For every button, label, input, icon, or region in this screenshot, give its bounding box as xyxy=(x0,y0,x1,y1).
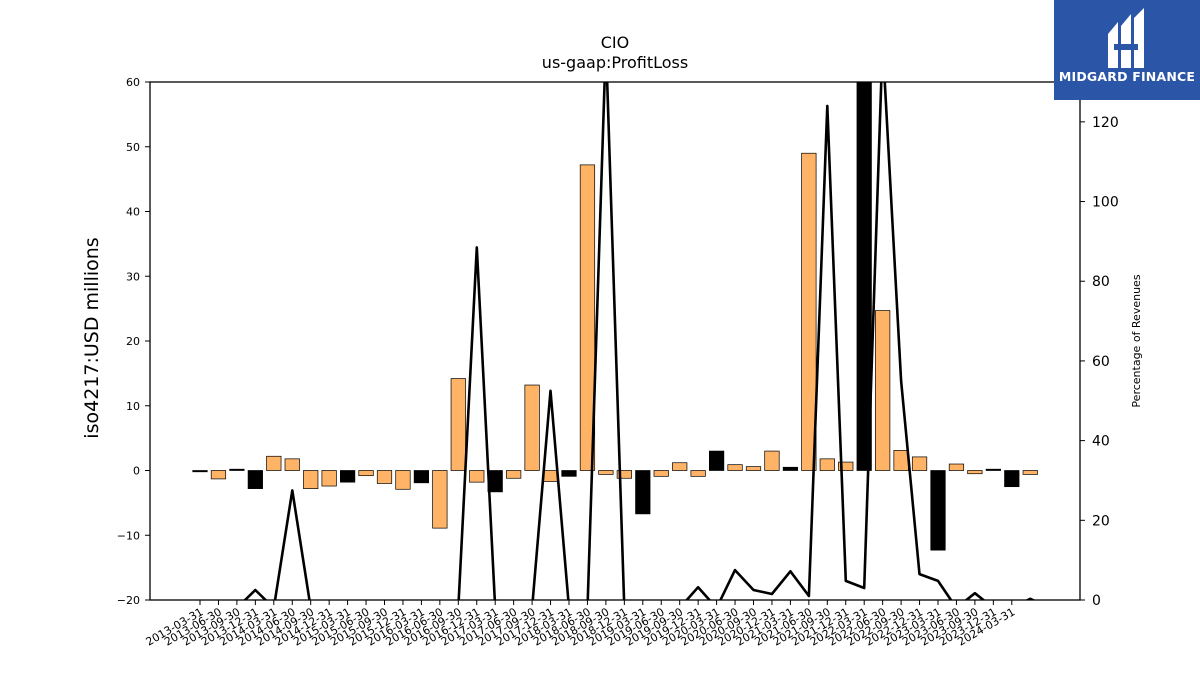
y-tick-label: −20 xyxy=(117,594,140,607)
y-tick-label: 20 xyxy=(126,335,140,348)
bar xyxy=(782,466,799,471)
bar xyxy=(672,462,688,471)
bar xyxy=(708,450,725,471)
y-tick-label: 40 xyxy=(126,206,140,219)
bar xyxy=(450,378,466,471)
y-tick-label: 30 xyxy=(126,270,140,283)
bar xyxy=(653,470,669,477)
bar xyxy=(303,470,319,489)
bar xyxy=(561,470,577,477)
bar xyxy=(819,458,835,471)
right-axis-ticks: 0 20 40 60 80 100 120 xyxy=(1080,115,1119,609)
bar xyxy=(727,464,743,471)
y-axis-label: iso4217:USD millions xyxy=(81,237,103,438)
bar xyxy=(395,470,411,490)
bar xyxy=(764,450,780,471)
bar xyxy=(745,466,762,471)
logo-text: MIDGARD FINANCE xyxy=(1058,69,1196,84)
bar xyxy=(469,470,485,483)
bar xyxy=(948,463,965,471)
bar xyxy=(192,470,208,473)
bar xyxy=(358,470,374,477)
bar xyxy=(598,470,614,475)
bar xyxy=(210,470,227,480)
y2-tick-label: 120 xyxy=(1092,115,1119,131)
bar xyxy=(1004,470,1020,488)
y2-tick-label: 40 xyxy=(1092,434,1110,450)
y-tick-label: 0 xyxy=(133,465,140,478)
bar xyxy=(524,384,540,471)
bar xyxy=(506,470,522,479)
bar xyxy=(284,458,300,471)
bar xyxy=(340,470,356,483)
y2-tick-label: 60 xyxy=(1092,354,1110,370)
bar xyxy=(266,455,282,471)
left-axis-ticks: −20 −10 0 10 20 30 40 50 60 xyxy=(117,76,150,607)
percentage-line xyxy=(243,82,1036,600)
chart-subtitle: us-gaap:ProfitLoss xyxy=(542,53,688,72)
bar xyxy=(893,450,909,471)
bar-series xyxy=(192,81,1038,551)
bar xyxy=(930,470,946,551)
bar xyxy=(690,470,706,477)
bar xyxy=(321,470,337,487)
y-tick-label: 50 xyxy=(126,141,140,154)
bar xyxy=(801,152,817,471)
bar xyxy=(911,456,928,471)
x-axis-ticks: 2013-03-312013-06-302013-09-302013-12-31… xyxy=(144,600,1017,649)
bar xyxy=(967,470,983,475)
bar xyxy=(413,470,429,484)
y-tick-label: 60 xyxy=(126,76,140,89)
bar xyxy=(616,470,632,479)
chart-title: CIO xyxy=(601,33,629,52)
y2-tick-label: 80 xyxy=(1092,274,1110,290)
bar xyxy=(579,164,596,471)
line-series xyxy=(243,82,1036,600)
bar xyxy=(838,461,854,471)
bar xyxy=(542,470,559,482)
logo-mark-icon xyxy=(1108,8,1144,68)
y2-tick-label: 20 xyxy=(1092,513,1110,529)
bar xyxy=(229,468,245,471)
bar xyxy=(635,470,651,515)
y2-axis-label: Percentage of Revenues xyxy=(1130,274,1143,407)
bar xyxy=(875,310,891,471)
bar xyxy=(432,470,448,529)
y2-tick-label: 0 xyxy=(1092,593,1101,609)
bar xyxy=(247,470,263,489)
y2-tick-label: 100 xyxy=(1092,195,1119,211)
bar xyxy=(1022,470,1038,475)
bar xyxy=(376,470,393,484)
bar xyxy=(985,468,1001,471)
y-tick-label: −10 xyxy=(117,529,140,542)
company-logo: MIDGARD FINANCE xyxy=(1054,0,1200,100)
y-tick-label: 10 xyxy=(126,400,140,413)
